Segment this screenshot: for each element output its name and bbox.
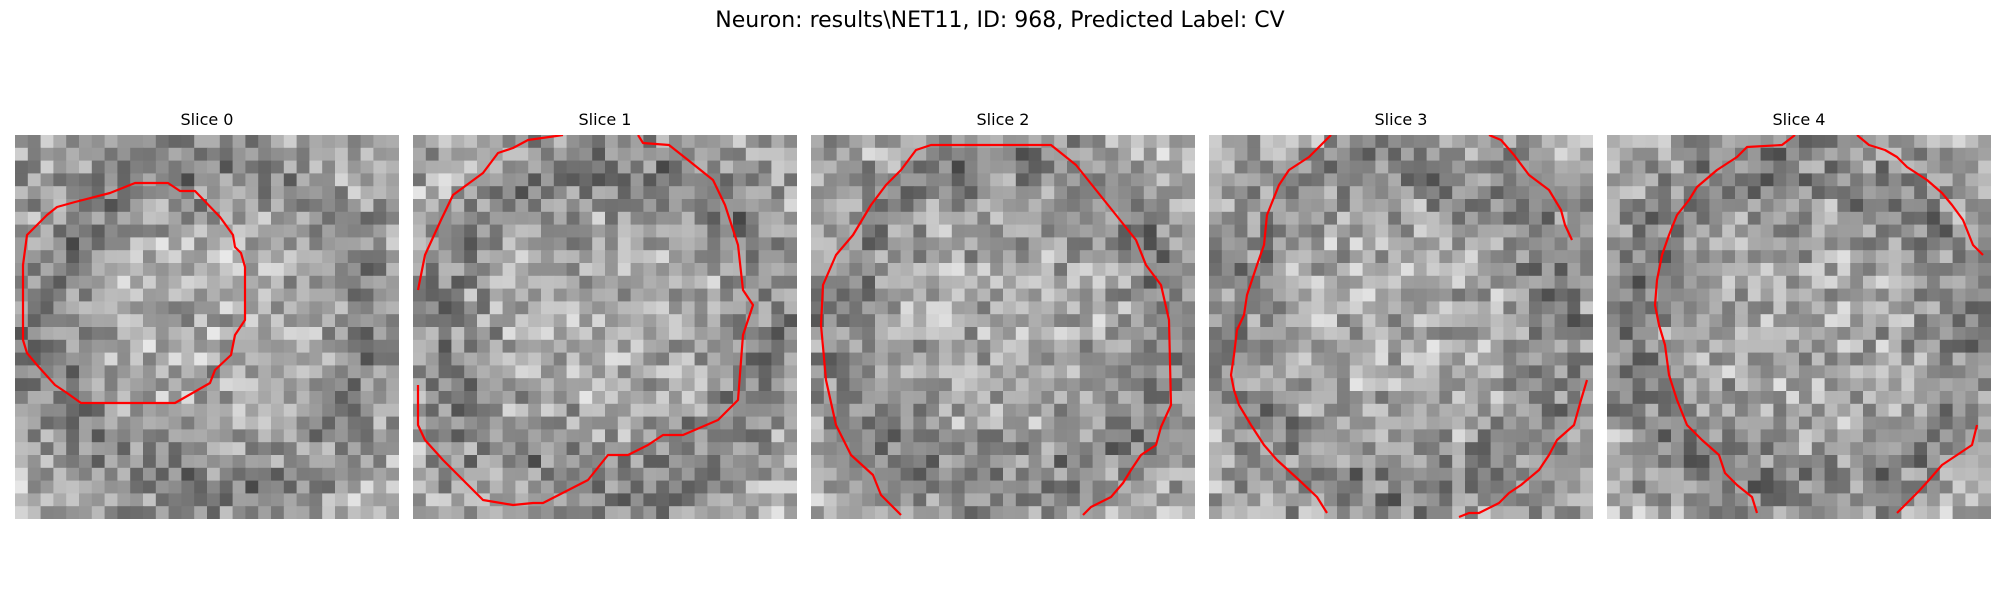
slice-title-4: Slice 4	[1772, 110, 1826, 129]
slice-image-3-svg	[1209, 135, 1593, 519]
slice-image-0-svg	[15, 135, 399, 519]
contour-4-1	[1856, 135, 1984, 256]
slice-title-0: Slice 0	[180, 110, 234, 129]
slice-image-3	[1209, 135, 1593, 519]
contour-3-2	[1458, 379, 1589, 519]
contour-2-0	[819, 143, 1173, 516]
slice-image-2	[811, 135, 1195, 519]
contour-4-0	[1653, 135, 1796, 514]
slice-image-4-svg	[1607, 135, 1991, 519]
slice-image-2-svg	[811, 135, 1195, 519]
figure-title: Neuron: results\NET11, ID: 968, Predicte…	[715, 8, 1285, 33]
slice-title-2: Slice 2	[976, 110, 1030, 129]
slice-image-1	[413, 135, 797, 519]
slice-title-1: Slice 1	[578, 110, 632, 129]
contour-1-1	[416, 135, 755, 507]
contour-0-0	[21, 181, 247, 405]
contour-3-0	[1229, 135, 1332, 514]
slice-image-1-svg	[413, 135, 797, 519]
slice-title-3: Slice 3	[1374, 110, 1428, 129]
contour-4-2	[1896, 424, 1979, 514]
contour-1-0	[416, 135, 564, 291]
slice-image-4	[1607, 135, 1991, 519]
slice-image-0	[15, 135, 399, 519]
contour-3-1	[1488, 135, 1573, 241]
